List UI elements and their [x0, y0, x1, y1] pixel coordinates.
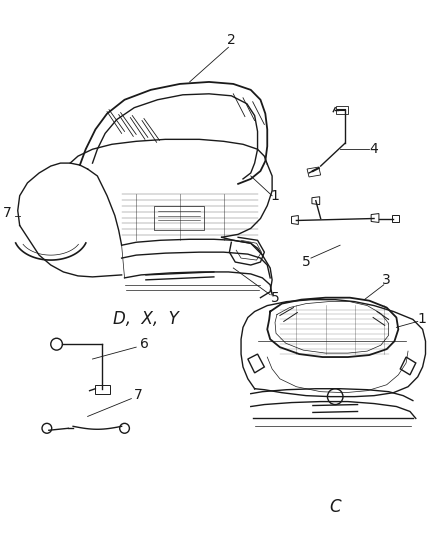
Text: 1: 1	[417, 312, 426, 326]
Text: 6: 6	[140, 337, 148, 351]
Text: C: C	[329, 498, 341, 516]
Text: 5: 5	[271, 290, 279, 305]
Text: 2: 2	[227, 34, 236, 47]
Text: D,  X,  Y: D, X, Y	[113, 310, 179, 328]
Text: 7: 7	[3, 206, 12, 220]
Text: 4: 4	[370, 142, 378, 156]
Text: 7: 7	[134, 387, 142, 402]
Text: 3: 3	[382, 273, 391, 287]
Text: 1: 1	[271, 189, 279, 203]
Text: 5: 5	[302, 255, 311, 269]
